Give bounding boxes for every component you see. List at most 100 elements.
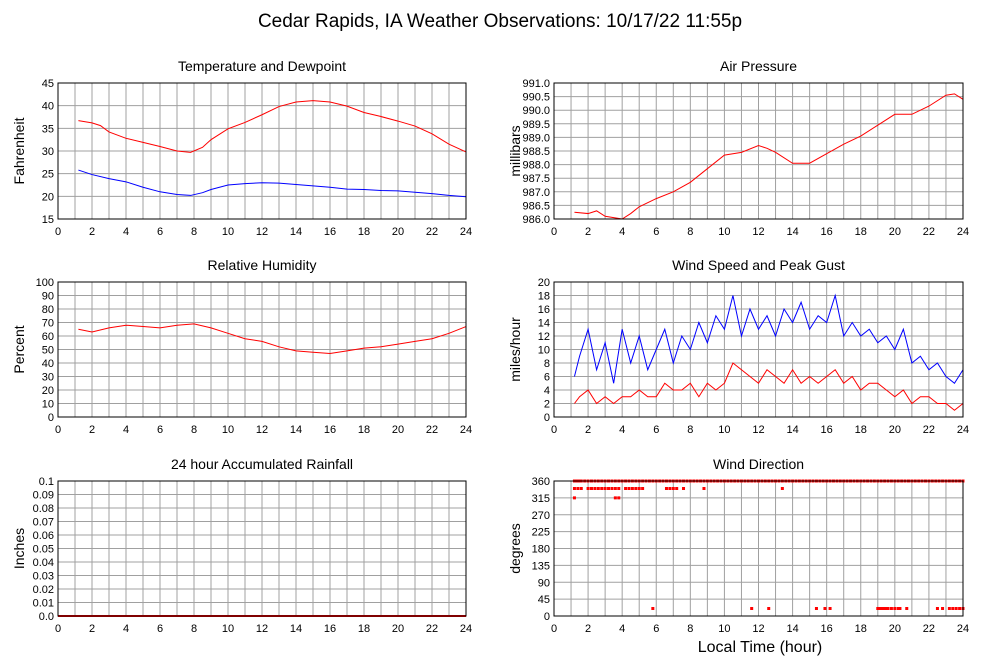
winddir-point [651,607,654,610]
winddir-point [668,487,671,490]
rain-xtick-label: 4 [123,623,129,635]
winddir-point [587,487,590,490]
rh-ytick-label: 40 [42,358,54,370]
wind-xtick-label: 14 [786,424,798,436]
wind-xtick-label: 4 [619,424,625,436]
winddir-point [576,487,579,490]
winddir-point [631,487,634,490]
rain-ytick-label: 0.02 [33,584,54,596]
pressure-ytick-label: 989.5 [522,119,550,131]
pressure-xtick-label: 18 [855,226,867,238]
pressure-xtick-label: 0 [551,226,557,238]
wind-ytick-label: 2 [544,399,550,411]
wind-xtick-label: 0 [551,424,557,436]
pressure-xtick-label: 6 [653,226,659,238]
pressure-xtick-label: 22 [923,226,935,238]
winddir-point [593,487,596,490]
winddir-point [682,487,685,490]
rh-ytick-label: 80 [42,304,54,316]
wind-xtick-label: 8 [687,424,693,436]
rh-ytick-label: 60 [42,331,54,343]
rain-xtick-label: 24 [460,623,472,635]
rh-xtick-label: 14 [290,424,302,436]
pressure-series-0-line [574,94,963,219]
rain-xtick-label: 0 [55,623,61,635]
wind-ytick-label: 12 [538,331,550,343]
temp-ytick-label: 25 [42,169,54,181]
winddir-panel: Wind Directiondegrees0459013518022527031… [507,456,969,635]
wind-panel: Wind Speed and Peak Gustmiles/hour024681… [507,257,969,436]
rain-ylabel: Inches [11,528,27,569]
rain-ytick-label: 0.01 [33,598,54,610]
wind-title: Wind Speed and Peak Gust [672,257,845,273]
temp-ytick-label: 30 [42,146,54,158]
winddir-point [672,487,675,490]
wind-ytick-label: 10 [538,345,550,357]
temp-ytick-label: 15 [42,214,54,226]
winddir-point [823,607,826,610]
winddir-point [624,487,627,490]
rh-xtick-label: 20 [392,424,404,436]
rh-xtick-label: 10 [222,424,234,436]
wind-ytick-label: 18 [538,291,550,303]
temp-xtick-label: 4 [123,226,129,238]
rh-ytick-label: 100 [36,277,54,289]
wind-xtick-label: 16 [821,424,833,436]
rh-xtick-label: 18 [358,424,370,436]
rain-xtick-label: 10 [222,623,234,635]
pressure-ytick-label: 987.0 [522,187,550,199]
pressure-ytick-label: 990.0 [522,105,550,117]
pressure-title: Air Pressure [720,58,797,74]
wind-xtick-label: 18 [855,424,867,436]
rain-xtick-label: 16 [324,623,336,635]
winddir-xtick-label: 4 [619,623,625,635]
pressure-ylabel: millibars [507,125,523,176]
winddir-point [638,487,641,490]
rh-xtick-label: 22 [426,424,438,436]
temp-ytick-label: 40 [42,101,54,113]
winddir-point [948,607,951,610]
rain-xtick-label: 18 [358,623,370,635]
temp-xtick-label: 6 [157,226,163,238]
x-axis-label: Local Time (hour) [698,639,823,656]
winddir-point [610,487,613,490]
rh-ytick-label: 50 [42,345,54,357]
winddir-point [573,496,576,499]
winddir-point [627,487,630,490]
rh-panel: Relative HumidityPercent0102030405060708… [11,257,472,436]
pressure-xtick-label: 10 [718,226,730,238]
rh-xtick-label: 8 [191,424,197,436]
winddir-xtick-label: 6 [653,623,659,635]
winddir-ytick-label: 315 [532,493,550,505]
rh-xtick-label: 12 [256,424,268,436]
pressure-ytick-label: 986.0 [522,214,550,226]
winddir-point [951,607,954,610]
temp-xtick-label: 14 [290,226,302,238]
winddir-xtick-label: 10 [718,623,730,635]
wind-ytick-label: 4 [544,385,550,397]
winddir-xtick-label: 16 [821,623,833,635]
winddir-point [767,607,770,610]
temp-ytick-label: 20 [42,191,54,203]
winddir-ytick-label: 45 [538,594,550,606]
winddir-point [590,487,593,490]
pressure-xtick-label: 12 [752,226,764,238]
pressure-ytick-label: 986.5 [522,200,550,212]
rain-xtick-label: 2 [89,623,95,635]
pressure-ytick-label: 991.0 [522,78,550,90]
winddir-point [936,607,939,610]
rain-panel: 24 hour Accumulated RainfallInches0.00.0… [11,456,472,635]
rh-xtick-label: 4 [123,424,129,436]
temp-xtick-label: 18 [358,226,370,238]
wind-ytick-label: 16 [538,304,550,316]
rh-xtick-label: 2 [89,424,95,436]
rh-title: Relative Humidity [208,257,317,273]
wind-xtick-label: 24 [957,424,969,436]
winddir-point [675,487,678,490]
figure-title: Cedar Rapids, IA Weather Observations: 1… [258,11,742,32]
temp-xtick-label: 22 [426,226,438,238]
wind-ylabel: miles/hour [507,317,523,382]
winddir-point [955,607,958,610]
